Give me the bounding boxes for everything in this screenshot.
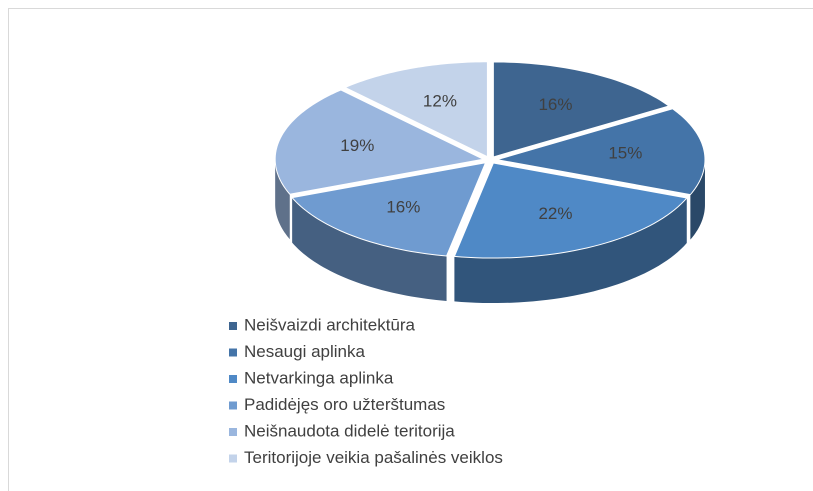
- pie-slice: [496, 108, 706, 196]
- pie-side: [454, 198, 687, 304]
- legend-swatch: [229, 401, 237, 410]
- legend-label: Netvarkinga aplinka: [244, 368, 394, 387]
- legend-label: Neišvaizdi architektūra: [244, 315, 416, 334]
- legend-swatch: [229, 454, 237, 463]
- data-label: 16%: [538, 95, 572, 114]
- legend-swatch: [229, 375, 237, 383]
- pie-slice: [453, 162, 688, 259]
- pie-side: [292, 197, 447, 302]
- data-label: 12%: [423, 91, 457, 110]
- pie-side: [275, 159, 290, 240]
- pie-slice: [343, 61, 488, 158]
- pie-slice: [274, 89, 485, 195]
- pie-side: [690, 159, 705, 240]
- legend-label: Nesaugi aplinka: [244, 342, 366, 361]
- legend-swatch: [229, 348, 237, 357]
- legend-swatch: [229, 322, 237, 330]
- pie-slice: [291, 162, 487, 257]
- data-label: 15%: [608, 144, 642, 163]
- pie-slice: [492, 61, 671, 158]
- legend-label: Neišnaudota didelė teritorija: [244, 421, 455, 440]
- data-label: 19%: [340, 136, 374, 155]
- legend-label: Teritorijoje veikia pašalinės veiklos: [244, 448, 503, 467]
- legend-label: Padidėjęs oro užterštumas: [244, 395, 445, 414]
- legend-swatch: [229, 428, 237, 436]
- data-label: 16%: [386, 198, 420, 217]
- data-label: 22%: [538, 204, 572, 223]
